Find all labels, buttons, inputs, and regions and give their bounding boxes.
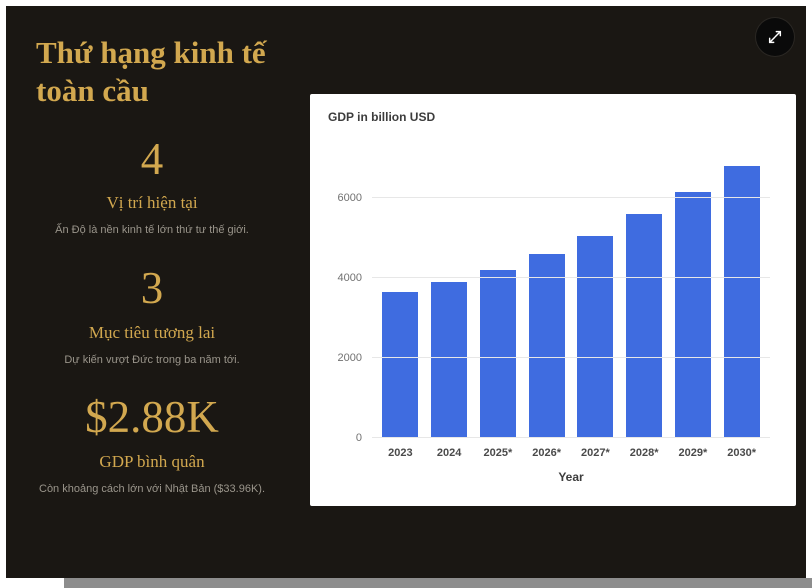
stat-label: Mục tiêu tương lai: [88, 322, 216, 342]
chart-plot: 0 2000 4000 6000 2023 2024 2025* 2026* 2027* 202…: [338, 150, 770, 484]
chart-card: GDP in billion USD 0 2000 4000 6000 2023 202…: [310, 94, 796, 506]
stat-label: Vị trí hiện tại: [106, 193, 198, 213]
bar-column: [425, 150, 474, 438]
x-tick-label: 2025*: [483, 447, 513, 459]
plot-area: 0 2000 4000 6000: [338, 150, 770, 444]
bar-2029*[interactable]: [674, 192, 711, 438]
bar-column: [717, 150, 766, 438]
stat-value: $2.88K: [85, 392, 219, 443]
stats-list: 4 Vị trí hiện tại Ấn Độ là nền kinh tế lớn…: [6, 134, 298, 498]
bar-2030*[interactable]: [723, 166, 760, 438]
bar-column: [669, 150, 718, 438]
fullscreen-button[interactable]: [756, 18, 794, 56]
gridline: [372, 277, 770, 278]
bar-2024[interactable]: [431, 282, 468, 438]
stat-block: 4 Vị trí hiện tại Ấn Độ là nền kinh tế lớn…: [6, 134, 298, 239]
x-tick-label: 2026*: [532, 447, 561, 459]
stat-description: Còn khoảng cách lớn với Nhật Bản ($33.96…: [39, 482, 265, 495]
bar-2025*[interactable]: [479, 270, 516, 438]
bar-column: [522, 150, 571, 438]
x-axis-labels: 2023 2024 2025* 2026* 2027* 2028* 2029* 2030*: [372, 447, 770, 459]
y-tick-label: 6000: [337, 192, 362, 204]
stat-label: GDP bình quân: [99, 451, 205, 471]
expand-icon: [767, 29, 783, 45]
x-tick-label: 2028*: [629, 447, 659, 459]
x-tick-label: 2024: [436, 447, 462, 459]
slide-title: Thứ hạng kinh tế toàn cầu: [36, 35, 266, 108]
bar-2028*[interactable]: [626, 214, 663, 438]
y-tick-label: 2000: [337, 352, 362, 364]
x-tick-label: 2030*: [727, 447, 756, 459]
stat-description: Dự kiến vượt Đức trong ba năm tới.: [64, 353, 240, 366]
bar-column: [620, 150, 669, 438]
gridline: [372, 197, 770, 198]
stat-description: Ấn Độ là nền kinh tế lớn thứ tư thế giới…: [55, 224, 249, 237]
chart-title: GDP in billion USD: [328, 110, 436, 124]
bar-2026*[interactable]: [528, 254, 565, 438]
stat-block: 3 Mục tiêu tương lai Dự kiến vượt Đức tron…: [6, 263, 298, 368]
x-tick-label: 2029*: [678, 447, 708, 459]
stat-block: $2.88K GDP bình quân Còn khoảng cách lớn v…: [6, 392, 298, 497]
bar-column: [474, 150, 523, 438]
bar-2027*[interactable]: [577, 236, 614, 438]
bottom-strip: [64, 578, 812, 588]
gridline: [372, 357, 770, 358]
x-axis-title: Year: [558, 470, 584, 484]
bar-column: [571, 150, 620, 438]
sidebar: Thứ hạng kinh tế toàn cầu 4 Vị trí hiện t…: [6, 6, 306, 578]
bar-column: [376, 150, 425, 438]
bars-container: [372, 150, 770, 438]
y-tick-label: 0: [355, 432, 362, 444]
y-tick-label: 4000: [337, 272, 362, 284]
x-tick-label: 2027*: [580, 447, 610, 459]
presentation-slide: Thứ hạng kinh tế toàn cầu 4 Vị trí hiện t…: [6, 6, 806, 578]
bar-2023[interactable]: [382, 292, 419, 438]
gridline: [372, 437, 770, 438]
stat-value: 4: [140, 133, 164, 184]
stat-value: 3: [140, 262, 164, 313]
x-tick-label: 2023: [388, 447, 413, 459]
